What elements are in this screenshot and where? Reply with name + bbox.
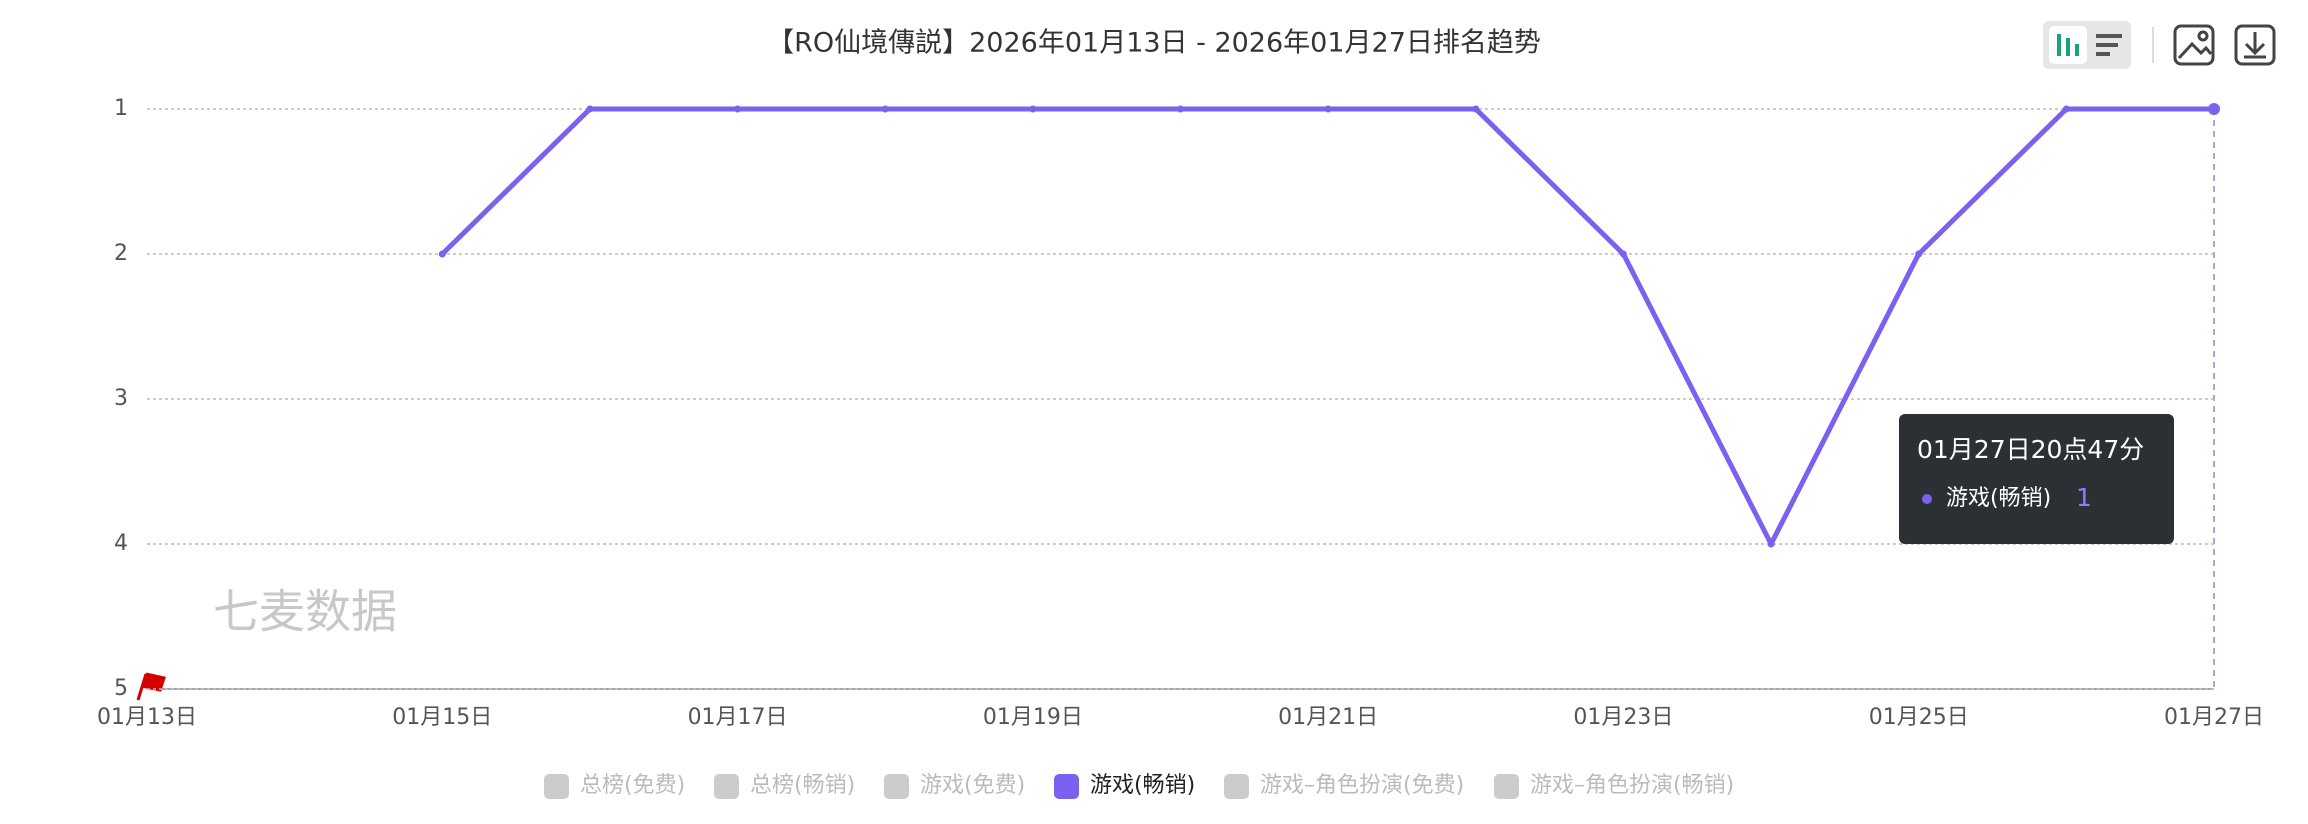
icon <box>2197 30 2209 42</box>
x-tick-label: 01月25日 <box>1869 705 1969 730</box>
legend-label[interactable]: 游戏(畅销) <box>1090 773 1195 798</box>
y-tick-label: 1 <box>114 96 128 121</box>
data-point <box>2062 105 2070 113</box>
x-tick-label: 01月19日 <box>983 705 1083 730</box>
legend-swatch[interactable] <box>714 774 739 799</box>
save-image-button[interactable] <box>2173 24 2215 66</box>
y-tick-label: 3 <box>114 386 128 411</box>
tooltip: 01月27日20点47分 游戏(畅销) 1 <box>1899 414 2174 544</box>
legend-swatch[interactable] <box>1224 774 1249 799</box>
legend-label[interactable]: 总榜(畅销) <box>750 773 855 798</box>
icon <box>2244 32 2266 59</box>
data-point <box>1177 105 1184 113</box>
chart-title: 【RO仙境傳説】2026年01月13日 - 2026年01月27日排名趋势 <box>767 28 1541 59</box>
x-tick-label: 01月23日 <box>1573 705 1673 730</box>
data-point <box>586 105 594 113</box>
download-button[interactable] <box>2234 24 2276 66</box>
data-point <box>2208 103 2220 115</box>
data-point <box>1472 105 1480 113</box>
data-point <box>734 105 742 113</box>
x-tick-label: 01月15日 <box>392 705 492 730</box>
legend-swatch[interactable] <box>1494 774 1519 799</box>
tooltip-series: 游戏(畅销) <box>1946 486 2051 511</box>
y-tick-label: 2 <box>114 241 128 266</box>
icon <box>2177 41 2213 60</box>
data-point <box>1324 105 1332 113</box>
legend-swatch[interactable] <box>1054 774 1079 799</box>
tooltip-box <box>1899 414 2174 544</box>
legend-label[interactable]: 总榜(免费) <box>580 773 685 798</box>
tooltip-value: 1 <box>2076 483 2092 512</box>
legend-swatch[interactable] <box>884 774 909 799</box>
tooltip-title: 01月27日20点47分 <box>1917 435 2144 464</box>
watermark: 七麦数据 <box>213 585 397 639</box>
data-point <box>1029 105 1037 113</box>
legend-label[interactable]: 游戏–角色扮演(免费) <box>1260 773 1464 798</box>
toolbar <box>2043 21 2276 69</box>
x-tick-label: 01月27日 <box>2164 705 2264 730</box>
y-tick-label: 5 <box>114 676 128 701</box>
tooltip-dot <box>1922 494 1932 504</box>
legend-swatch[interactable] <box>544 774 569 799</box>
data-point <box>881 105 889 113</box>
y-tick-label: 4 <box>114 531 128 556</box>
data-point <box>438 250 446 258</box>
data-point <box>1767 540 1775 548</box>
x-tick-label: 01月13日 <box>97 705 197 730</box>
legend-label[interactable]: 游戏–角色扮演(畅销) <box>1530 773 1734 798</box>
data-point <box>1915 250 1923 258</box>
x-tick-label: 01月17日 <box>688 705 788 730</box>
legend-label[interactable]: 游戏(免费) <box>920 773 1025 798</box>
data-point <box>1619 250 1627 258</box>
x-tick-label: 01月21日 <box>1278 705 1378 730</box>
flag-marker[interactable] <box>136 672 166 701</box>
